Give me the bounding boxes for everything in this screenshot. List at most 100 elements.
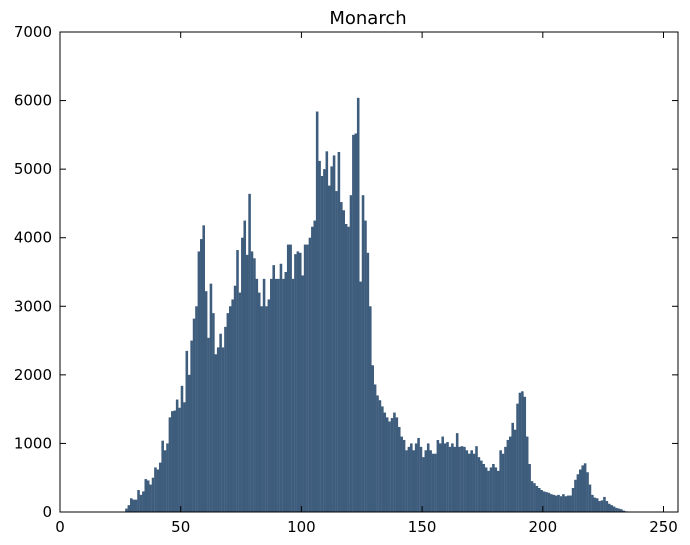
- histogram-bar: [554, 495, 558, 512]
- histogram-bar: [180, 385, 184, 512]
- histogram-bar: [383, 412, 387, 512]
- histogram-bar: [598, 501, 601, 512]
- histogram-bar: [190, 340, 193, 512]
- histogram-bar: [202, 225, 205, 512]
- histogram-bar: [359, 281, 362, 512]
- histogram-bar: [294, 254, 297, 512]
- histogram-bar: [166, 443, 169, 512]
- histogram-bar: [207, 337, 210, 512]
- y-tick-label: 7000: [14, 23, 52, 41]
- histogram-bar: [315, 111, 319, 513]
- histogram-bar: [528, 464, 531, 512]
- histogram-bar: [373, 384, 377, 512]
- histogram-bar: [460, 446, 464, 512]
- histogram-bar: [395, 417, 399, 512]
- histogram-bar: [475, 446, 478, 512]
- histogram-bar: [414, 443, 418, 512]
- histogram-bar: [552, 494, 556, 512]
- histogram-bar: [260, 306, 263, 512]
- histogram-bar: [482, 464, 486, 512]
- histogram-bar: [257, 292, 261, 512]
- y-tick-label: 5000: [14, 160, 52, 178]
- histogram-bar: [620, 509, 623, 512]
- histogram-bar: [429, 450, 432, 512]
- histogram-bar: [158, 462, 162, 512]
- histogram-bar: [241, 237, 244, 512]
- histogram-bar: [607, 503, 611, 512]
- histogram-bar: [397, 426, 401, 512]
- histogram-bar: [219, 333, 222, 512]
- histogram-bar: [349, 195, 353, 512]
- histogram-bar: [323, 169, 326, 512]
- histogram-bar: [545, 492, 548, 512]
- histogram-bar: [270, 278, 273, 512]
- histogram-bar: [151, 477, 155, 512]
- histogram-bar: [586, 472, 589, 512]
- histogram-bar: [477, 457, 481, 512]
- histogram-bar: [216, 347, 220, 512]
- x-tick-label: 250: [649, 518, 678, 536]
- histogram-bar: [347, 226, 350, 512]
- histogram-bar: [537, 488, 541, 512]
- histogram-bar: [335, 191, 338, 513]
- histogram-bar: [557, 494, 560, 512]
- histogram-bar: [381, 406, 384, 512]
- histogram-bar: [132, 499, 135, 512]
- histogram-bar: [417, 437, 420, 512]
- histogram-bar: [342, 210, 346, 513]
- histogram-bar: [484, 467, 488, 512]
- histogram-bar: [492, 464, 495, 512]
- histogram-bar: [173, 410, 177, 512]
- histogram-bar: [521, 391, 524, 512]
- histogram-bar: [250, 251, 254, 512]
- histogram-bar: [197, 251, 201, 512]
- histogram-bar: [390, 418, 394, 512]
- histogram-bar: [369, 306, 372, 512]
- histogram-bar: [185, 350, 189, 512]
- histogram-bar: [262, 278, 266, 512]
- histogram-bar: [494, 467, 498, 512]
- histogram-bar: [332, 155, 336, 512]
- histogram-bar: [233, 285, 237, 512]
- histogram-bar: [236, 250, 239, 513]
- histogram-bar: [221, 347, 225, 512]
- histogram-bar: [535, 485, 539, 512]
- histogram-bar: [243, 220, 247, 513]
- histogram-bar: [378, 400, 382, 512]
- histogram-bar: [212, 313, 215, 512]
- histogram-bar: [318, 160, 321, 512]
- histogram-bar: [525, 436, 529, 512]
- histogram-bar: [465, 450, 469, 512]
- histogram-bar: [612, 506, 616, 512]
- histogram-bar: [168, 417, 172, 512]
- histogram-bar: [542, 491, 546, 512]
- histogram-bar: [458, 446, 461, 512]
- histogram-bar: [463, 446, 466, 512]
- histogram-bar: [354, 133, 358, 512]
- histogram-bar: [516, 403, 519, 512]
- histogram-bar: [533, 483, 536, 512]
- histogram-bar: [327, 185, 331, 512]
- histogram-bar: [144, 479, 148, 512]
- histogram-bar: [301, 275, 304, 512]
- histogram-bar: [245, 254, 249, 512]
- histogram-bar: [192, 318, 196, 512]
- histogram-bar: [154, 467, 157, 512]
- histogram-bar: [569, 495, 572, 512]
- histogram-bar: [255, 278, 259, 512]
- histogram-bar: [376, 395, 379, 512]
- histogram-bar: [125, 508, 128, 512]
- histogram-bar: [146, 480, 150, 512]
- histogram-bar: [134, 499, 138, 512]
- histogram-bar: [439, 443, 442, 512]
- histogram-bar: [443, 443, 447, 512]
- histogram-bar: [337, 152, 341, 512]
- histogram-bar: [267, 299, 271, 512]
- histogram-bar: [361, 195, 365, 512]
- histogram-bar: [356, 97, 360, 512]
- histogram-bar: [200, 239, 203, 513]
- histogram-bar: [448, 446, 452, 512]
- histogram-bar: [605, 501, 609, 512]
- histogram-bar: [228, 306, 232, 512]
- histogram-bar: [566, 495, 570, 512]
